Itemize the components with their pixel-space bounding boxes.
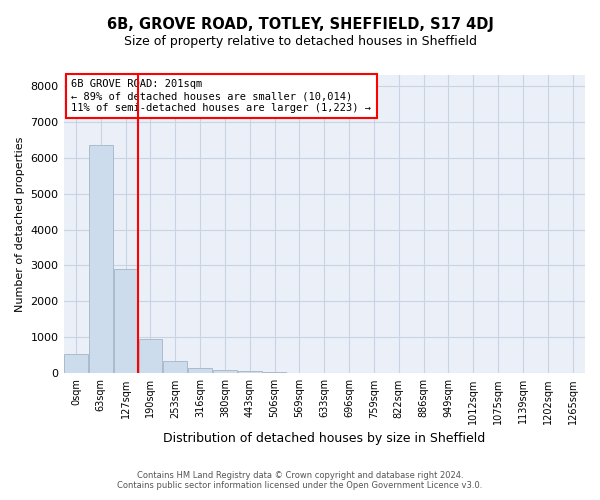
- Bar: [139, 339, 162, 374]
- Text: Contains public sector information licensed under the Open Government Licence v3: Contains public sector information licen…: [118, 481, 482, 490]
- Bar: [263, 372, 286, 374]
- Bar: [114, 269, 137, 374]
- X-axis label: Distribution of detached houses by size in Sheffield: Distribution of detached houses by size …: [163, 432, 485, 445]
- Bar: [213, 370, 237, 374]
- Text: Contains HM Land Registry data © Crown copyright and database right 2024.: Contains HM Land Registry data © Crown c…: [137, 471, 463, 480]
- Text: 6B GROVE ROAD: 201sqm
← 89% of detached houses are smaller (10,014)
11% of semi-: 6B GROVE ROAD: 201sqm ← 89% of detached …: [71, 80, 371, 112]
- Text: 6B, GROVE ROAD, TOTLEY, SHEFFIELD, S17 4DJ: 6B, GROVE ROAD, TOTLEY, SHEFFIELD, S17 4…: [107, 18, 493, 32]
- Bar: [163, 360, 187, 374]
- Text: Size of property relative to detached houses in Sheffield: Size of property relative to detached ho…: [124, 35, 476, 48]
- Bar: [64, 354, 88, 374]
- Y-axis label: Number of detached properties: Number of detached properties: [15, 136, 25, 312]
- Bar: [188, 368, 212, 374]
- Bar: [238, 371, 262, 374]
- Bar: [89, 145, 113, 374]
